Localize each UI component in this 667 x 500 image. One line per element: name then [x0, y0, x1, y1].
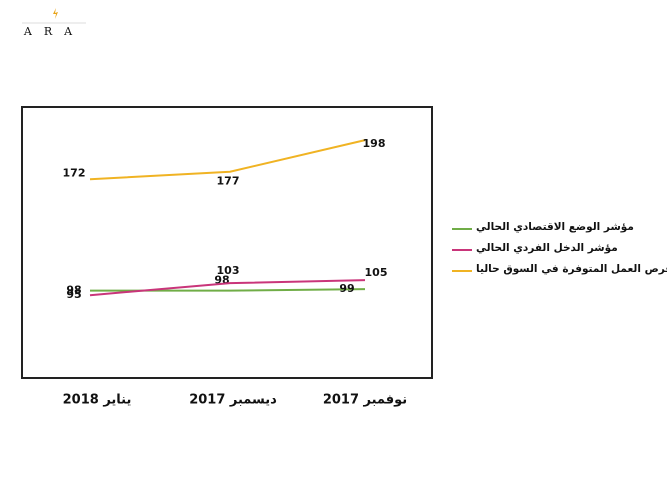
data-label: 177	[217, 175, 240, 188]
data-label: 198	[363, 137, 386, 150]
legend-label: مؤشر الدخل الفردي الحالي	[476, 242, 618, 254]
series-line	[89, 139, 366, 181]
series-line	[90, 288, 366, 292]
data-label: 98	[66, 284, 81, 297]
logo-flame	[53, 8, 58, 19]
data-label: 99	[339, 282, 354, 295]
legend-label: مؤشر الوضع الاقتصادي الحالي	[476, 221, 634, 233]
data-label: 103	[217, 264, 240, 277]
x-tick-label: يناير 2018	[63, 393, 132, 408]
data-label: 172	[63, 166, 86, 179]
x-tick-label: نوفمبر 2017	[323, 393, 407, 408]
plot-frame	[21, 106, 433, 379]
x-tick-label: ديسمبر 2017	[189, 393, 277, 408]
data-label: 95	[66, 288, 81, 301]
logo: ARA	[23, 25, 84, 38]
legend-label: مؤشر فرص العمل المتوفرة في السوق حاليا	[476, 263, 667, 275]
data-label: 105	[365, 266, 388, 279]
series-line	[89, 279, 366, 297]
